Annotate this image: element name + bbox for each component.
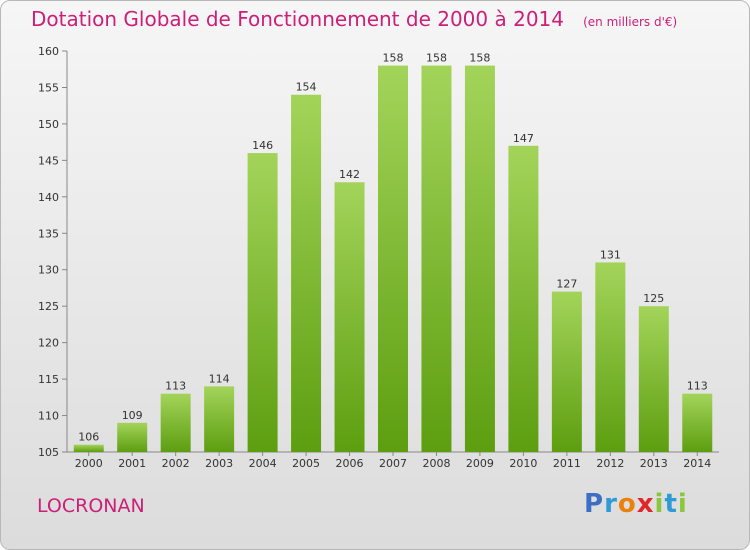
x-tick-label: 2009 xyxy=(466,457,494,470)
y-tick-label: 140 xyxy=(38,191,59,204)
logo-letter: t xyxy=(664,489,678,519)
bar-2014 xyxy=(682,393,713,452)
logo-letter: i xyxy=(677,489,688,519)
bar-2005 xyxy=(291,94,322,452)
data-label: 109 xyxy=(122,409,143,422)
bar-2000 xyxy=(73,444,104,452)
x-tick-label: 2012 xyxy=(596,457,624,470)
y-tick-label: 105 xyxy=(38,446,59,459)
x-tick-label: 2006 xyxy=(336,457,364,470)
logo-letter: x xyxy=(636,489,655,519)
data-label: 131 xyxy=(600,248,621,261)
commune-name: LOCRONAN xyxy=(37,495,145,517)
x-tick-label: 2011 xyxy=(553,457,581,470)
y-tick-label: 155 xyxy=(38,81,59,94)
data-label: 158 xyxy=(469,52,490,65)
bar-2010 xyxy=(508,145,539,453)
logo-letter: o xyxy=(617,489,637,519)
y-tick-label: 135 xyxy=(38,227,59,240)
data-label: 127 xyxy=(556,278,577,291)
logo-letter: P xyxy=(584,489,605,519)
y-tick-label: 110 xyxy=(38,410,59,423)
bar-2008 xyxy=(421,65,452,452)
y-tick-label: 115 xyxy=(38,373,59,386)
y-tick-label: 130 xyxy=(38,264,59,277)
x-tick-label: 2002 xyxy=(162,457,190,470)
x-tick-label: 2003 xyxy=(205,457,233,470)
data-label: 146 xyxy=(252,139,273,152)
chart-title: Dotation Globale de Fonctionnement de 20… xyxy=(31,7,677,31)
logo-letter: r xyxy=(604,489,618,519)
bar-2003 xyxy=(204,386,235,452)
x-tick-label: 2005 xyxy=(292,457,320,470)
y-tick-label: 145 xyxy=(38,154,59,167)
data-label: 147 xyxy=(513,132,534,145)
y-tick-label: 160 xyxy=(38,45,59,58)
chart-unit-text: (en milliers d'€) xyxy=(583,15,678,29)
x-tick-label: 2000 xyxy=(75,457,103,470)
bar-2012 xyxy=(595,262,626,452)
bar-2006 xyxy=(334,182,365,452)
bar-2002 xyxy=(160,393,191,452)
x-tick-label: 2007 xyxy=(379,457,407,470)
x-tick-label: 2013 xyxy=(640,457,668,470)
bar-2011 xyxy=(551,291,582,452)
data-label: 158 xyxy=(383,52,404,65)
data-label: 113 xyxy=(687,380,708,393)
logo-letter: i xyxy=(654,489,665,519)
bar-2013 xyxy=(638,306,669,452)
proxiti-logo: Proxiti xyxy=(584,489,688,519)
data-label: 125 xyxy=(643,292,664,305)
x-tick-label: 2004 xyxy=(249,457,277,470)
chart-title-text: Dotation Globale de Fonctionnement de 20… xyxy=(31,7,564,31)
x-tick-label: 2010 xyxy=(509,457,537,470)
bar-2004 xyxy=(247,153,278,452)
data-label: 114 xyxy=(209,372,230,385)
y-tick-label: 120 xyxy=(38,337,59,350)
data-label: 158 xyxy=(426,52,447,65)
data-label: 142 xyxy=(339,168,360,181)
data-label: 113 xyxy=(165,380,186,393)
bar-2001 xyxy=(117,422,148,452)
y-tick-label: 125 xyxy=(38,300,59,313)
x-tick-label: 2008 xyxy=(422,457,450,470)
x-tick-label: 2014 xyxy=(683,457,711,470)
bar-2007 xyxy=(378,65,408,452)
y-tick-label: 150 xyxy=(38,118,59,131)
data-label: 106 xyxy=(78,431,99,444)
data-label: 154 xyxy=(296,81,317,94)
bar-2009 xyxy=(464,65,495,452)
x-tick-label: 2001 xyxy=(118,457,146,470)
